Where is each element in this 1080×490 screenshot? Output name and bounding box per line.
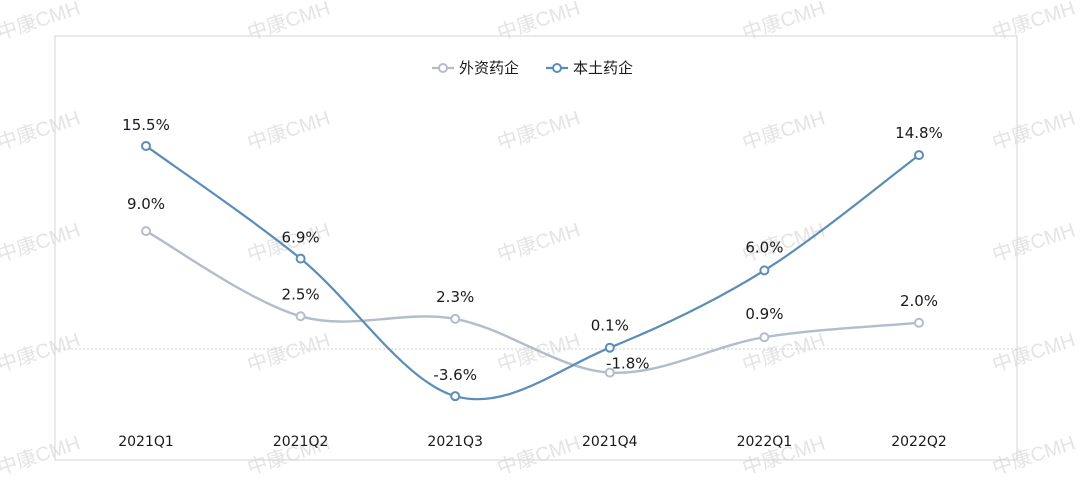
watermark-text: 中康CMH	[494, 218, 582, 266]
data-label: 0.9%	[745, 305, 783, 323]
watermark-text: 中康CMH	[244, 328, 332, 376]
data-point	[914, 317, 924, 328]
plot-frame	[54, 35, 1018, 461]
legend: 外资药企 本土药企	[432, 59, 633, 77]
data-label: 6.0%	[745, 238, 783, 256]
watermark-text: 中康CMH	[0, 0, 83, 45]
watermark-text: 中康CMH	[989, 431, 1077, 479]
data-point	[141, 226, 151, 237]
watermark-text: 中康CMH	[0, 106, 83, 154]
data-label: 0.1%	[591, 317, 629, 335]
data-label: 6.9%	[282, 229, 320, 247]
data-label: 14.8%	[895, 124, 943, 142]
data-label-layer: 9.0% 2.5% 2.3% -1.8% 0.9% 2.0% 15.5% 6.9% -3.6% 0…	[122, 116, 943, 384]
legend-label: 本土药企	[573, 59, 633, 77]
x-tick-label: 2021Q1	[118, 434, 174, 450]
data-label: 2.3%	[436, 288, 474, 306]
watermark-text: 中康CMH	[244, 106, 332, 154]
watermark-text: 中康CMH	[989, 218, 1077, 266]
data-label: 2.5%	[282, 285, 320, 303]
x-axis-ticks: 2021Q1 2021Q2 2021Q3 2021Q4 2022Q1 2022Q2	[118, 434, 947, 450]
data-point	[604, 367, 615, 378]
data-point	[295, 311, 306, 322]
data-point	[295, 253, 306, 264]
watermark-text: 中康CMH	[739, 106, 827, 154]
watermark-text: 中康CMH	[0, 431, 83, 479]
data-point	[759, 332, 770, 343]
data-label: -3.6%	[433, 366, 477, 384]
series-line-2	[145, 145, 920, 401]
data-point	[914, 150, 924, 161]
data-label: -1.8%	[606, 355, 650, 373]
watermark-text: 中康CMH	[494, 106, 582, 154]
data-point	[604, 342, 615, 353]
watermark-text: 中康CMH	[989, 0, 1077, 45]
legend-label: 外资药企	[459, 59, 519, 77]
x-tick-label: 2021Q3	[427, 434, 483, 450]
x-tick-label: 2022Q1	[737, 434, 793, 450]
data-point	[450, 391, 461, 402]
watermark-text: 中康CMH	[494, 431, 582, 479]
data-point	[450, 313, 461, 324]
data-label: 2.0%	[900, 292, 938, 310]
watermark-text: 中康CMH	[494, 0, 582, 45]
series-layer	[141, 140, 924, 402]
data-point	[141, 140, 151, 151]
data-label: 15.5%	[122, 116, 170, 134]
legend-swatch-marker	[438, 63, 448, 73]
series-line-1	[145, 230, 920, 374]
watermark-text: 中康CMH	[0, 218, 83, 266]
watermark-text: 中康CMH	[0, 328, 83, 376]
data-point	[759, 265, 770, 276]
legend-swatch-marker	[552, 63, 562, 73]
watermark-text: 中康CMH	[739, 0, 827, 45]
x-tick-label: 2021Q4	[582, 434, 638, 450]
watermark-text: 中康CMH	[989, 328, 1077, 376]
x-tick-label: 2021Q2	[273, 434, 329, 450]
watermark-text: 中康CMH	[989, 106, 1077, 154]
x-tick-label: 2022Q2	[891, 434, 947, 450]
watermark-text: 中康CMH	[244, 0, 332, 45]
data-label: 9.0%	[127, 195, 165, 213]
